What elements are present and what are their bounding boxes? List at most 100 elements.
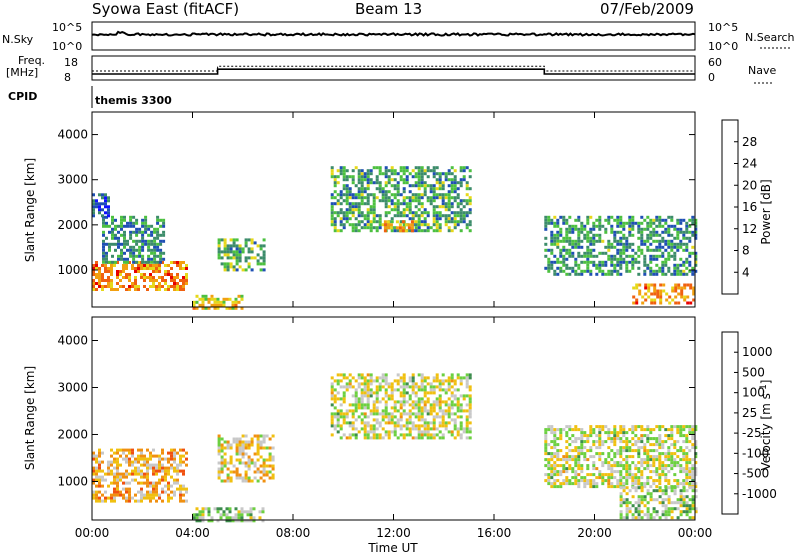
- data-cell: [589, 254, 593, 258]
- data-cell: [131, 469, 134, 473]
- data-cell: [201, 303, 205, 307]
- data-cell: [465, 418, 469, 422]
- data-cell: [459, 217, 463, 221]
- colorbar-tick-label: 28: [742, 135, 757, 149]
- data-cell: [330, 205, 334, 209]
- data-cell: [141, 254, 145, 258]
- data-cell: [625, 464, 629, 468]
- data-cell: [420, 166, 424, 170]
- data-cell: [417, 409, 421, 413]
- data-cell: [432, 184, 436, 188]
- data-cell: [589, 449, 593, 453]
- data-cell: [101, 264, 104, 267]
- data-cell: [571, 440, 575, 444]
- data-cell: [592, 440, 596, 444]
- data-cell: [256, 446, 260, 450]
- data-cell: [574, 449, 578, 453]
- data-cell: [259, 476, 263, 480]
- data-cell: [381, 379, 385, 383]
- data-cell: [447, 196, 451, 200]
- data-cell: [650, 298, 654, 302]
- data-cell: [131, 285, 134, 288]
- data-cell: [417, 406, 421, 410]
- data-cell: [137, 469, 140, 473]
- data-cell: [176, 466, 179, 470]
- data-cell: [450, 220, 454, 224]
- data-cell: [586, 479, 590, 483]
- data-cell: [646, 437, 650, 441]
- data-cell: [351, 226, 355, 230]
- data-cell: [410, 220, 414, 224]
- data-cell: [256, 262, 260, 266]
- data-cell: [679, 492, 683, 496]
- data-cell: [411, 385, 415, 389]
- data-cell: [628, 227, 632, 231]
- data-cell: [268, 455, 272, 459]
- data-cell: [134, 457, 137, 461]
- data-cell: [137, 490, 140, 494]
- data-cell: [104, 202, 107, 206]
- data-cell: [613, 230, 617, 234]
- data-cell: [423, 217, 427, 221]
- data-cell: [262, 268, 266, 272]
- data-cell: [153, 257, 157, 261]
- data-cell: [262, 467, 266, 471]
- data-cell: [432, 208, 436, 212]
- data-cell: [152, 276, 155, 279]
- data-cell: [128, 273, 131, 276]
- data-cell: [616, 248, 620, 252]
- data-cell: [348, 409, 352, 413]
- data-cell: [345, 436, 349, 440]
- data-cell: [408, 190, 412, 194]
- power-heatmap: [92, 166, 698, 310]
- data-cell: [646, 452, 650, 456]
- data-cell: [402, 199, 406, 203]
- data-cell: [574, 455, 578, 459]
- data-cell: [456, 181, 460, 185]
- data-cell: [655, 479, 659, 483]
- data-cell: [234, 297, 238, 301]
- data-cell: [694, 446, 698, 450]
- data-cell: [456, 433, 460, 437]
- data-cell: [625, 473, 629, 477]
- data-cell: [589, 479, 593, 483]
- data-cell: [408, 211, 412, 215]
- data-cell: [134, 499, 137, 503]
- data-cell: [402, 178, 406, 182]
- data-cell: [162, 257, 166, 261]
- data-cell: [170, 490, 173, 494]
- data-cell: [444, 205, 448, 209]
- data-cell: [547, 248, 551, 252]
- data-cell: [468, 385, 472, 389]
- data-cell: [444, 412, 448, 416]
- data-cell: [435, 226, 439, 230]
- data-cell: [544, 431, 548, 435]
- data-cell: [336, 214, 340, 218]
- data-cell: [655, 272, 659, 276]
- data-cell: [120, 218, 123, 222]
- data-cell: [628, 489, 632, 493]
- data-cell: [616, 230, 620, 234]
- data-cell: [468, 409, 472, 413]
- data-cell: [128, 490, 131, 494]
- data-cell: [628, 218, 632, 222]
- data-cell: [396, 199, 400, 203]
- data-cell: [628, 233, 632, 237]
- data-cell: [646, 479, 650, 483]
- colorbar-tick-label: 25: [742, 406, 757, 420]
- data-cell: [348, 196, 352, 200]
- data-cell: [646, 455, 650, 459]
- data-cell: [150, 233, 154, 237]
- data-cell: [459, 406, 463, 410]
- data-cell: [399, 412, 403, 416]
- data-cell: [613, 455, 617, 459]
- data-cell: [652, 507, 656, 511]
- data-cell: [664, 513, 668, 517]
- data-cell: [156, 230, 160, 234]
- data-cell: [404, 223, 408, 227]
- data-cell: [381, 199, 385, 203]
- data-cell: [238, 446, 242, 450]
- data-cell: [390, 397, 394, 401]
- data-cell: [459, 427, 463, 431]
- data-cell: [450, 205, 454, 209]
